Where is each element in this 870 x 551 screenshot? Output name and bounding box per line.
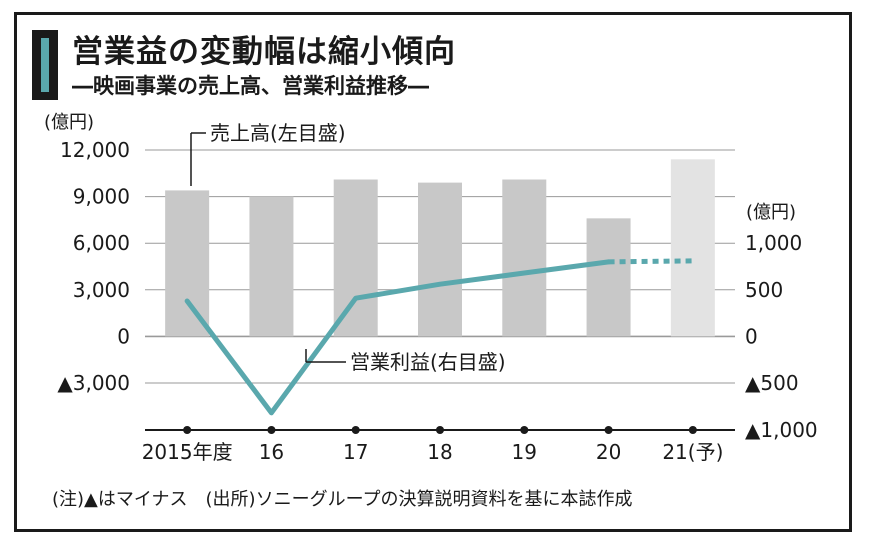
chart-subtitle: ―映画事業の売上高、営業利益推移― bbox=[72, 74, 429, 98]
x-axis-tick-dot bbox=[267, 426, 276, 434]
x-tick-label: 21(予) bbox=[662, 440, 723, 464]
left-tick-label: 12,000 bbox=[60, 138, 130, 162]
sales-bar bbox=[418, 182, 462, 337]
chart-title: 営業益の変動幅は縮小傾向 bbox=[72, 34, 456, 70]
x-axis-tick-dot bbox=[604, 426, 613, 434]
left-tick-label: 9,000 bbox=[73, 185, 130, 209]
x-tick-label: 19 bbox=[512, 440, 537, 464]
right-axis-unit: (億円) bbox=[746, 202, 796, 223]
profit-line bbox=[184, 259, 612, 416]
right-tick-label: 0 bbox=[745, 324, 758, 348]
sales-bar bbox=[249, 196, 294, 337]
profit-line-forecast bbox=[608, 258, 693, 265]
sales-series-label: 売上高(左目盛) bbox=[210, 121, 346, 145]
right-tick-label: ▲500 bbox=[745, 371, 799, 395]
x-axis-tick-dot bbox=[520, 426, 529, 434]
right-tick-label: 1,000 bbox=[745, 231, 802, 255]
left-tick-label: ▲3,000 bbox=[57, 371, 130, 395]
profit-series-label: 営業利益(右目盛) bbox=[350, 350, 506, 374]
x-axis-tick-dot bbox=[351, 426, 360, 434]
left-tick-label: 6,000 bbox=[73, 231, 130, 255]
right-tick-label: ▲1,000 bbox=[745, 418, 818, 442]
sales-bar bbox=[586, 218, 631, 337]
x-axis-tick-dot bbox=[688, 426, 697, 434]
x-tick-label: 16 bbox=[259, 440, 284, 464]
right-tick-label: 500 bbox=[745, 278, 783, 302]
sales-bar bbox=[670, 159, 715, 337]
title-accent-bar bbox=[32, 30, 58, 100]
label-layer: (億円) (億円) 売上高(左目盛) 営業利益(右目盛) bbox=[44, 112, 796, 374]
left-axis-unit: (億円) bbox=[44, 112, 94, 133]
axis-layer: 12,000 9,000 6,000 3,000 0 ▲3,000 1,000 500 0 ▲50… bbox=[57, 138, 817, 464]
line-layer bbox=[184, 258, 693, 416]
x-axis-tick-dot bbox=[436, 426, 444, 434]
x-tick-label: 17 bbox=[343, 440, 368, 464]
left-tick-label: 3,000 bbox=[73, 278, 130, 302]
x-axis-tick-dot bbox=[183, 426, 192, 434]
x-tick-label: 2015年度 bbox=[142, 440, 233, 464]
footnote: (注)▲はマイナス (出所)ソニーグループの決算説明資料を基に本誌作成 bbox=[52, 489, 633, 510]
x-tick-label: 20 bbox=[596, 440, 621, 464]
x-tick-label: 18 bbox=[427, 440, 452, 464]
sales-bar bbox=[502, 179, 547, 337]
sales-bar bbox=[333, 179, 378, 337]
bar-layer bbox=[165, 159, 715, 337]
sales-bar bbox=[165, 190, 210, 337]
left-tick-label: 0 bbox=[117, 324, 130, 348]
